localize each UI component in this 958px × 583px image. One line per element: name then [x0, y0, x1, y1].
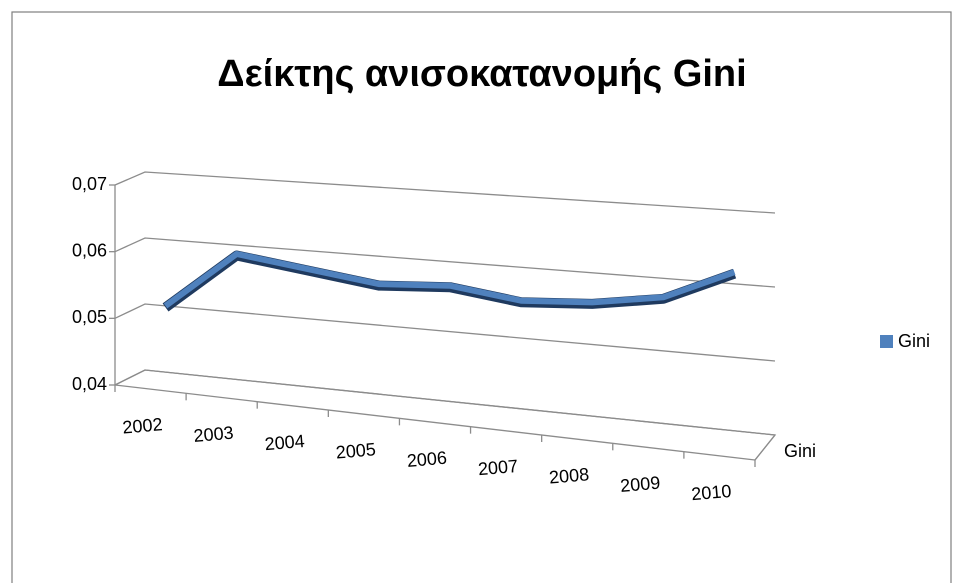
x-tick-label: 2003 [193, 423, 235, 446]
grid-line [114, 237, 776, 288]
y-tick-label: 0,05 [72, 307, 107, 327]
y-tick-label: 0,04 [72, 374, 107, 394]
x-tick-label: 2004 [264, 431, 306, 454]
x-axis [114, 384, 756, 461]
x-tick-label: 2007 [477, 456, 519, 479]
x-tick-label: 2010 [691, 481, 733, 504]
grid-line [114, 171, 776, 214]
grid-line [114, 369, 776, 436]
depth-axis [754, 434, 776, 461]
x-tick-label: 2005 [335, 439, 377, 462]
y-tick-label: 0,07 [72, 174, 107, 194]
x-tick-label: 2006 [406, 448, 448, 471]
x-tick-label: 2009 [619, 473, 661, 496]
line [163, 251, 736, 309]
grid-line [114, 303, 776, 362]
x-tick-label: 2002 [122, 414, 164, 437]
chart-title: Δείκτης ανισοκατανομής Gini [217, 53, 746, 95]
depth-label: Gini [784, 441, 816, 461]
y-tick-label: 0,06 [72, 240, 107, 260]
legend-swatch [880, 335, 893, 348]
legend-label: Gini [898, 331, 930, 351]
x-tick-label: 2008 [548, 464, 590, 487]
